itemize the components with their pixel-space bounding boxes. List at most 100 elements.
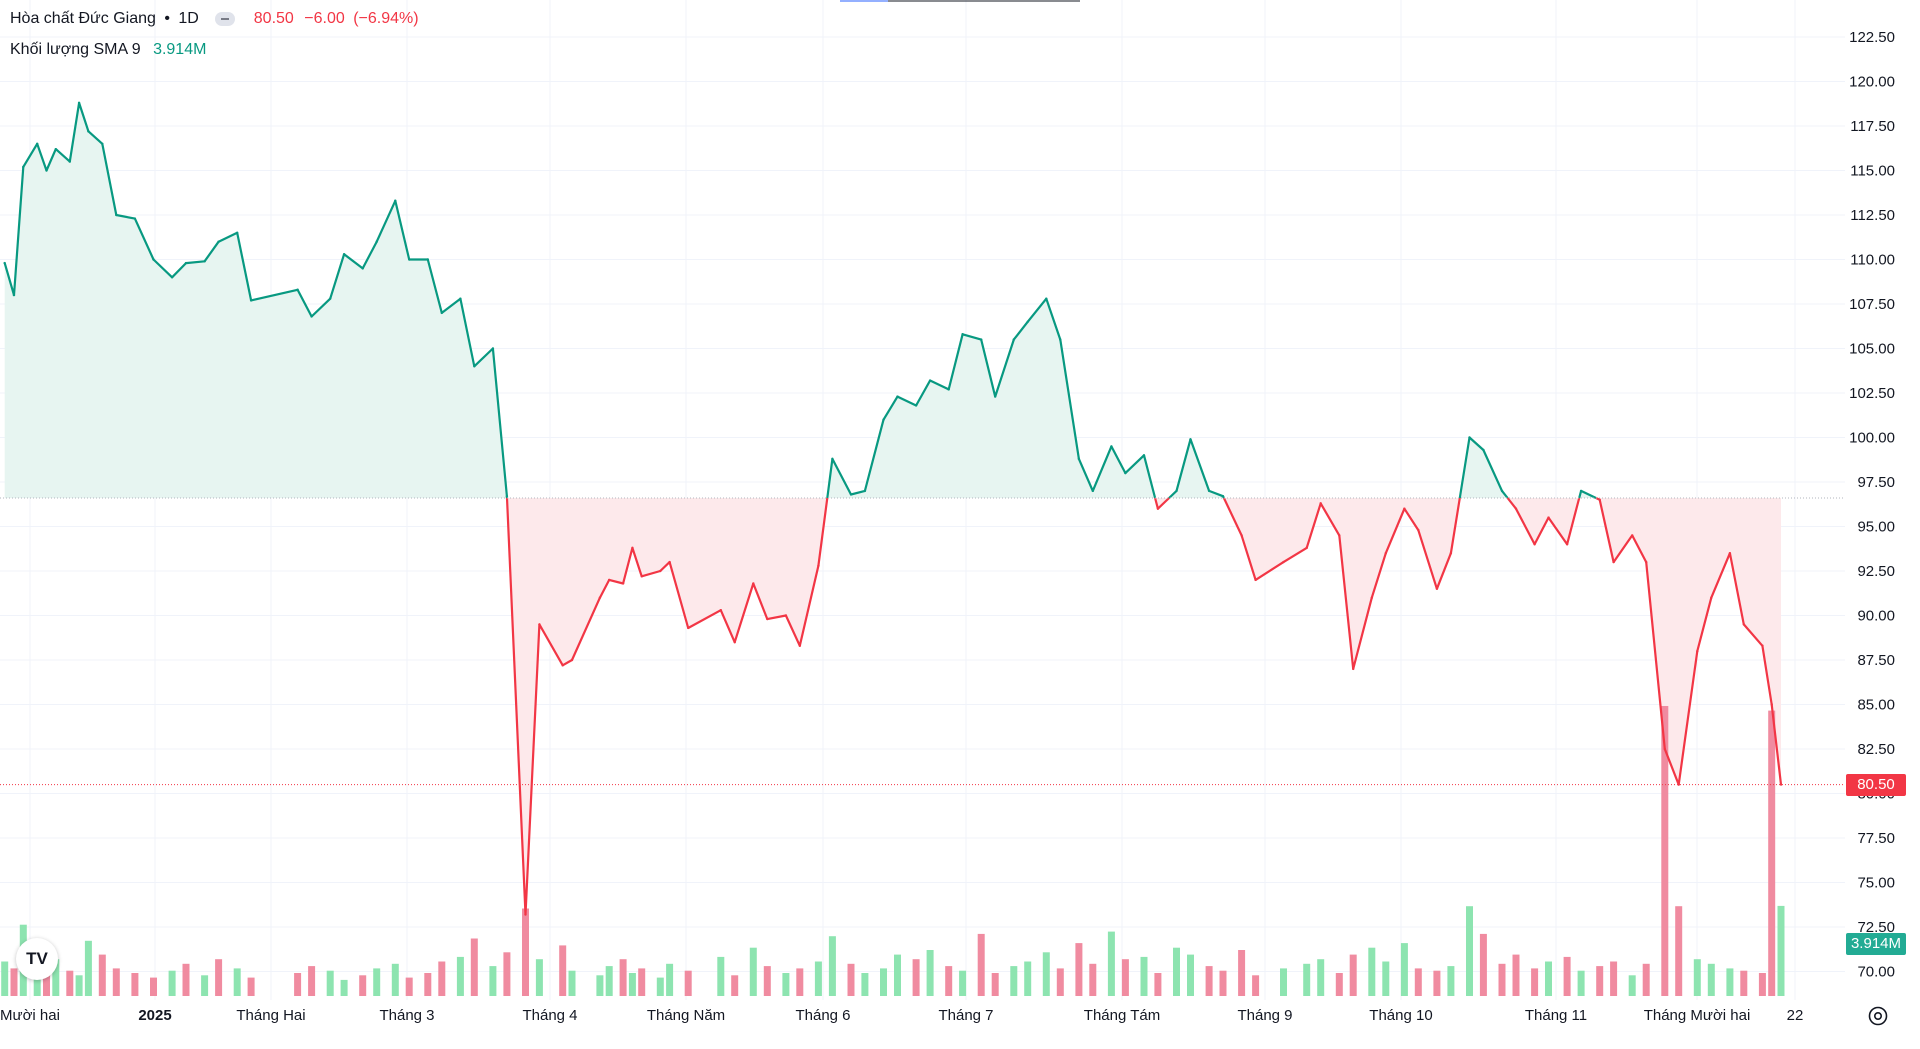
- volume-bar: [359, 975, 367, 996]
- status-pill-icon[interactable]: [215, 12, 236, 26]
- price-point: [1770, 703, 1773, 706]
- price-point: [784, 614, 788, 617]
- price-point: [440, 311, 443, 315]
- volume-bar: [10, 968, 18, 996]
- price-point: [45, 169, 48, 172]
- volume-value-tag: 3.914M: [1846, 933, 1906, 955]
- fill-below-baseline: [1223, 498, 1460, 669]
- volume-bar: [1433, 970, 1441, 996]
- settings-gear-icon[interactable]: [1866, 1004, 1890, 1028]
- price-point: [831, 457, 834, 461]
- price-point: [687, 626, 690, 630]
- change-value: −6.00: [304, 10, 345, 27]
- volume-bar: [1777, 905, 1785, 996]
- volume-bar: [991, 973, 999, 996]
- price-point: [1612, 560, 1615, 564]
- volume-bar: [1187, 954, 1194, 996]
- price-point: [1631, 534, 1634, 537]
- price-point: [133, 217, 137, 220]
- price-point: [101, 142, 104, 145]
- time-scale-label: Tháng 9: [1237, 1007, 1292, 1024]
- symbol-name[interactable]: Hòa chất Đức Giang: [10, 10, 156, 27]
- fill-above-baseline: [827, 298, 1156, 499]
- price-point: [882, 418, 885, 421]
- price-point: [1156, 507, 1160, 510]
- price-point: [659, 569, 662, 573]
- price-scale-label: 110.00: [1850, 252, 1895, 269]
- price-point: [993, 395, 997, 398]
- price-scale-label: 82.50: [1857, 741, 1895, 758]
- legend-symbol-row: Hòa chất Đức Giang • 1D 80.50 −6.00 (−6.…: [10, 10, 419, 28]
- price-point: [733, 641, 736, 644]
- volume-bar: [1596, 966, 1604, 996]
- price-scale-label: 87.50: [1857, 652, 1895, 669]
- volume-bar: [168, 970, 176, 996]
- price-scale-label: 85.00: [1857, 697, 1895, 714]
- price-point: [1175, 489, 1178, 493]
- price-point: [766, 617, 769, 621]
- price-point: [1435, 587, 1439, 590]
- price-point: [980, 338, 983, 341]
- price-point: [1142, 454, 1146, 457]
- volume-bar: [1317, 959, 1325, 996]
- volume-bar: [1498, 963, 1506, 996]
- price-point: [184, 261, 188, 265]
- tradingview-logo-icon[interactable]: TV: [16, 938, 58, 980]
- volume-bar: [605, 966, 613, 996]
- volume-bar: [326, 970, 334, 996]
- volume-bar: [522, 908, 529, 996]
- price-point: [1026, 320, 1029, 323]
- price-point: [1282, 560, 1285, 564]
- fill-below-baseline: [1596, 498, 1781, 785]
- price-point: [1449, 552, 1453, 555]
- time-scale-label: 2025: [138, 1007, 171, 1024]
- interval-label[interactable]: 1D: [178, 10, 199, 27]
- volume-bar: [1205, 966, 1213, 996]
- price-point: [296, 288, 299, 291]
- time-scale-label: 22: [1787, 1007, 1804, 1024]
- volume-bar: [1740, 970, 1748, 996]
- price-point: [328, 297, 332, 300]
- volume-bar: [1693, 959, 1701, 996]
- volume-bar: [1173, 947, 1180, 996]
- volume-bar: [438, 961, 446, 996]
- price-point: [491, 347, 495, 350]
- time-scale-label: Tháng Mười hai: [1644, 1007, 1751, 1024]
- price-point: [1338, 534, 1341, 537]
- price-point: [896, 395, 899, 398]
- price-scale-label: 115.00: [1850, 163, 1895, 180]
- volume-bar: [503, 952, 511, 996]
- volume-bar: [1219, 970, 1227, 996]
- price-point: [1779, 783, 1783, 786]
- price-point: [1352, 667, 1355, 671]
- volume-bar: [535, 959, 543, 996]
- volume-bar: [684, 970, 692, 996]
- volume-bar: [945, 966, 953, 996]
- time-scale-label: Tháng Hai: [236, 1007, 305, 1024]
- volume-bar: [456, 956, 464, 996]
- volume-bar: [894, 954, 901, 996]
- time-scale-label: Tháng 10: [1369, 1007, 1432, 1024]
- price-point: [621, 582, 625, 585]
- price-point: [1710, 596, 1713, 599]
- fill-above-baseline: [1459, 437, 1508, 499]
- volume-bar: [717, 956, 725, 996]
- volume-bar: [405, 977, 413, 996]
- price-point: [408, 258, 411, 261]
- volume-bar: [1512, 954, 1520, 996]
- price-point: [22, 165, 25, 169]
- price-scale-label: 75.00: [1857, 875, 1895, 892]
- price-point: [1254, 578, 1257, 582]
- volume-bar: [796, 968, 804, 996]
- price-scale-label: 102.50: [1849, 385, 1895, 402]
- price-point: [640, 575, 643, 578]
- price-point: [1677, 783, 1680, 786]
- volume-indicator-label[interactable]: Khối lượng SMA 9: [10, 41, 141, 58]
- price-scale-label: 117.50: [1850, 118, 1895, 135]
- volume-bar: [201, 975, 209, 996]
- volume-bar: [75, 975, 83, 996]
- volume-bar: [731, 975, 739, 996]
- volume-bar: [308, 966, 316, 996]
